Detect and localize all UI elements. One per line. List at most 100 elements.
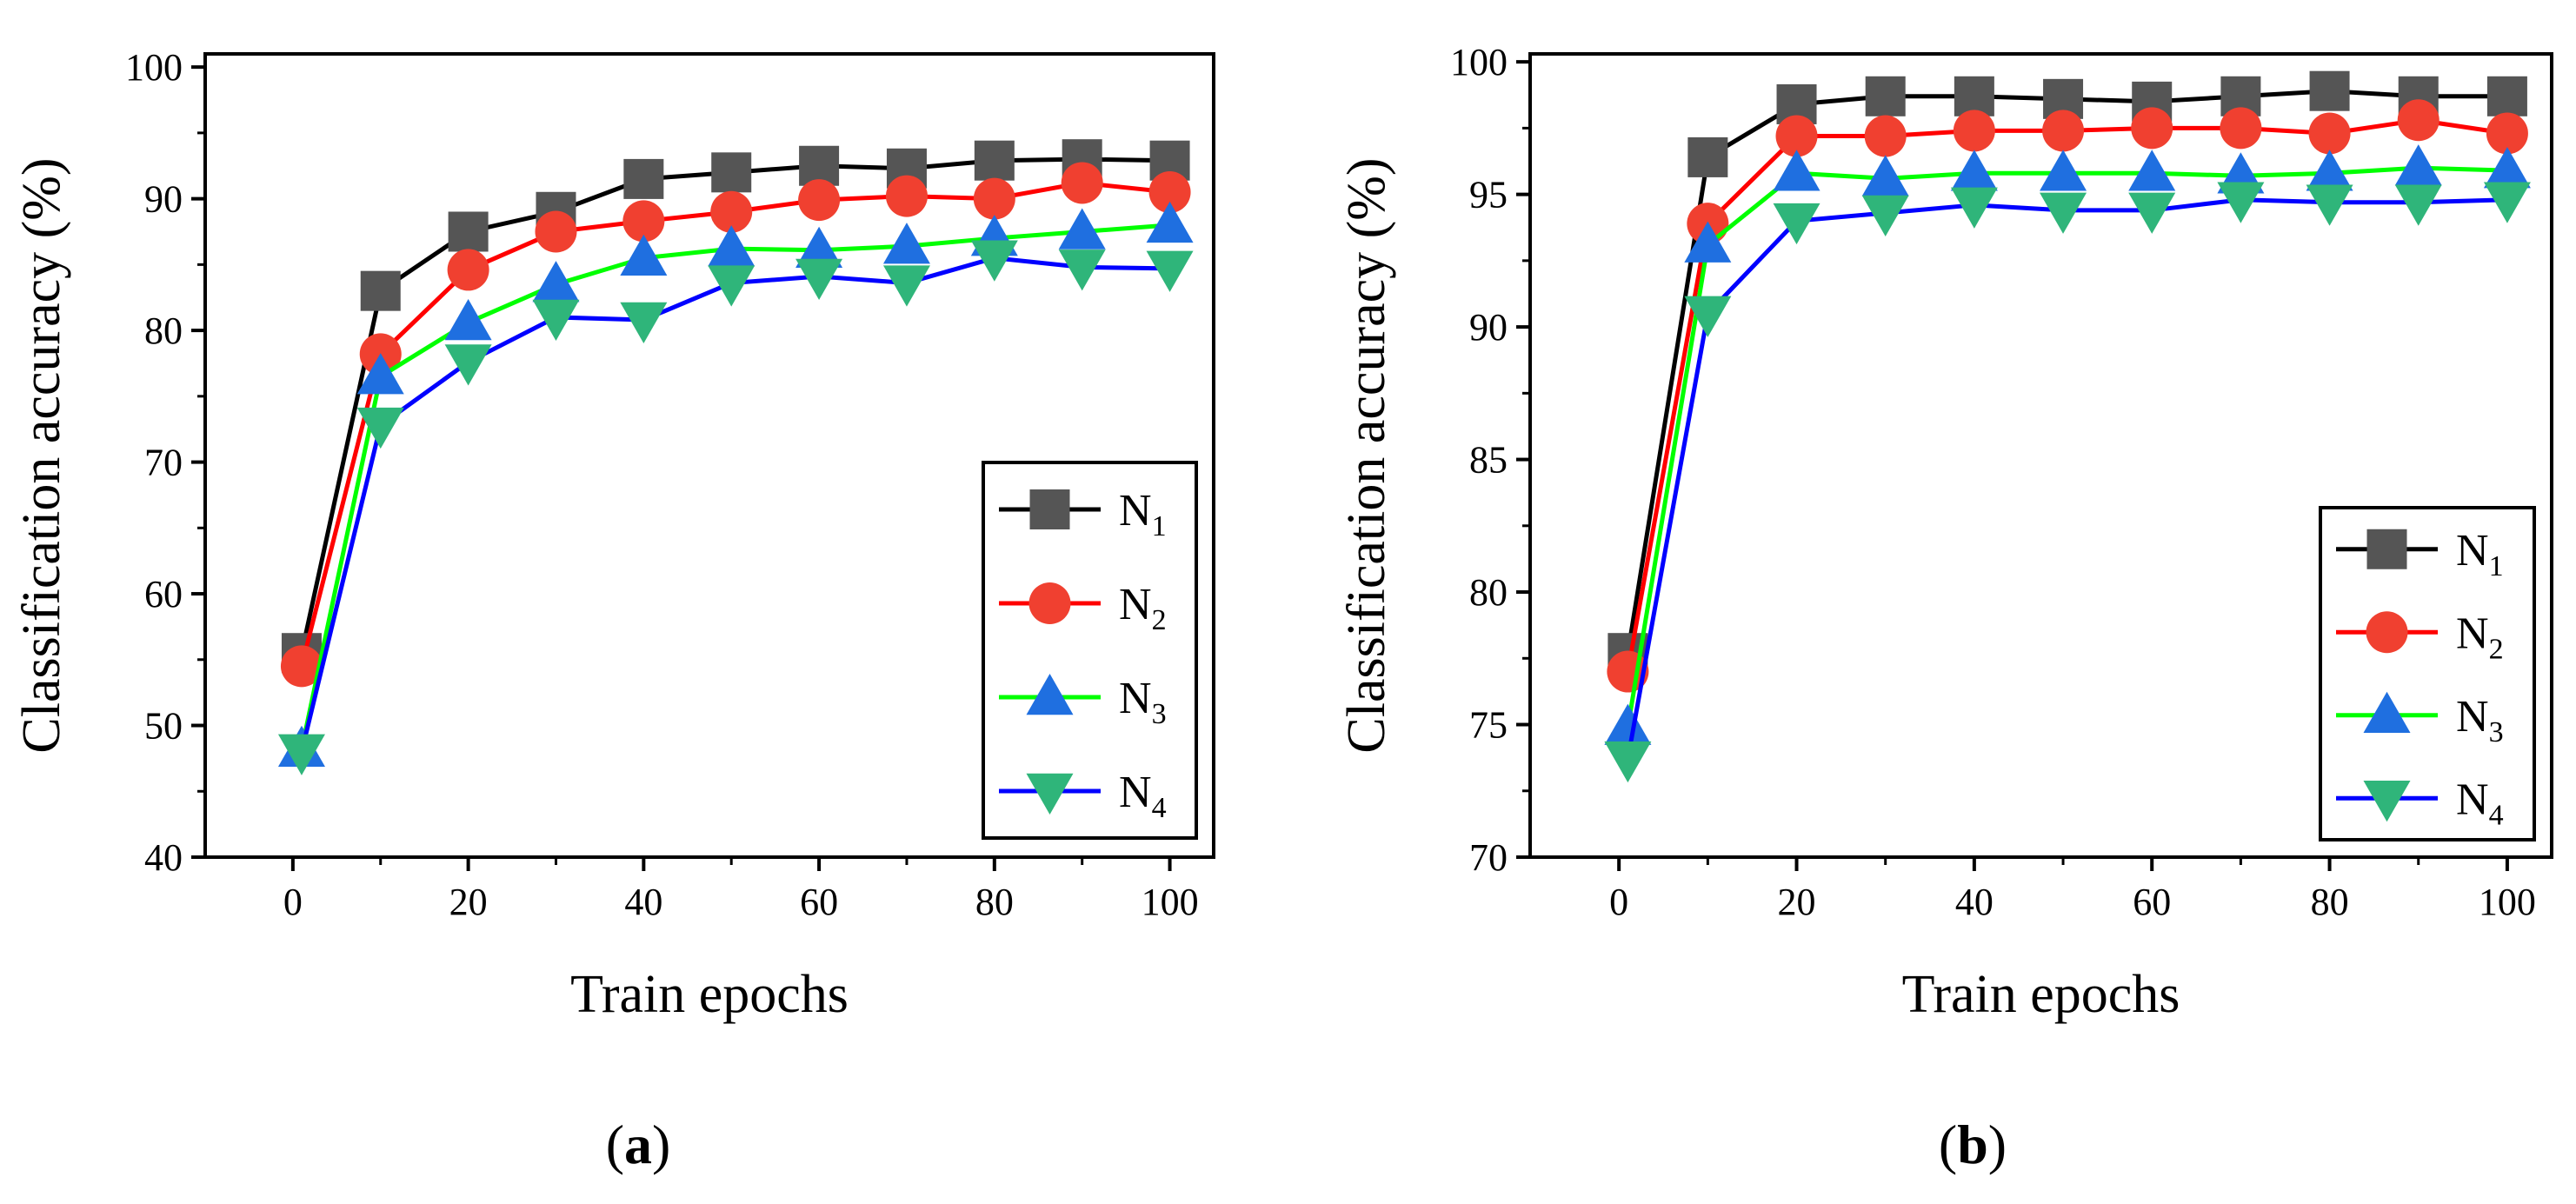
data-point-N4 bbox=[1773, 203, 1821, 245]
data-point-N1 bbox=[2486, 76, 2527, 116]
legend-subscript: 3 bbox=[2489, 716, 2504, 748]
x-tick-label: 100 bbox=[2479, 881, 2536, 923]
y-tick-label: 80 bbox=[1469, 571, 1508, 614]
data-point-N4 bbox=[708, 265, 755, 307]
chart-panel-b: 0 20 40 60 80 100 70 75 80 85 90 95 100 Train epochs C… bbox=[1337, 41, 2553, 1175]
y-tick-label: 70 bbox=[144, 442, 183, 484]
data-point-N4 bbox=[2217, 182, 2265, 223]
data-point-N3 bbox=[2483, 147, 2531, 189]
data-point-N1 bbox=[448, 211, 489, 252]
x-tick-label: 60 bbox=[2133, 881, 2171, 923]
data-point-N4 bbox=[1604, 741, 1652, 783]
y-tick-label: 50 bbox=[144, 705, 183, 748]
chart-panel-a: 0 20 40 60 80 100 40 50 60 70 80 90 100 Train epochs C… bbox=[12, 46, 1215, 1175]
x-tick-label: 0 bbox=[1609, 881, 1628, 923]
x-tick-label: 0 bbox=[283, 881, 303, 923]
data-point-N3 bbox=[708, 225, 755, 267]
data-point-N1 bbox=[799, 145, 840, 186]
legend-marker-N1 bbox=[1029, 489, 1070, 529]
data-point-N2 bbox=[885, 175, 928, 217]
x-tick-label: 80 bbox=[2311, 881, 2349, 923]
data-point-N1 bbox=[1954, 76, 1994, 116]
x-tick-label: 20 bbox=[1778, 881, 1816, 923]
legend-marker-N3 bbox=[1026, 674, 1074, 715]
data-point-N4 bbox=[2394, 184, 2442, 226]
data-point-N3 bbox=[356, 353, 404, 395]
data-point-N3 bbox=[1058, 208, 1106, 249]
data-point-N3 bbox=[2394, 144, 2442, 186]
y-tick-label: 95 bbox=[1469, 174, 1508, 216]
data-point-N4 bbox=[277, 734, 325, 775]
data-point-N4 bbox=[356, 407, 404, 449]
y-tick-label: 70 bbox=[1469, 836, 1508, 879]
x-tick-label: 60 bbox=[800, 881, 838, 923]
data-point-N3 bbox=[1146, 201, 1194, 243]
legend-subscript: 3 bbox=[1152, 698, 1167, 730]
data-point-N2 bbox=[1775, 115, 1818, 157]
data-point-N1 bbox=[360, 270, 401, 311]
legend-marker-N3 bbox=[2363, 691, 2411, 733]
y-tick-label: 60 bbox=[144, 573, 183, 615]
y-tick-label: 100 bbox=[125, 46, 183, 89]
data-point-N2 bbox=[2486, 112, 2528, 155]
legend-marker-N2 bbox=[2366, 611, 2408, 654]
data-point-N2 bbox=[2042, 110, 2085, 152]
data-point-N2 bbox=[710, 190, 753, 233]
y-axis-title: Classification accuracy (%) bbox=[1337, 157, 1396, 753]
data-point-N4 bbox=[2040, 192, 2087, 234]
legend-box bbox=[2319, 506, 2536, 841]
y-tick-label: 40 bbox=[144, 836, 183, 879]
x-tick-label: 20 bbox=[449, 881, 488, 923]
data-point-N3 bbox=[1861, 155, 1909, 196]
data-point-N1 bbox=[1865, 76, 1906, 116]
legend-subscript: 1 bbox=[2489, 550, 2504, 582]
data-point-N3 bbox=[2306, 150, 2353, 191]
data-point-N3 bbox=[620, 234, 668, 276]
data-point-N2 bbox=[280, 645, 323, 688]
data-point-N3 bbox=[444, 299, 492, 341]
data-point-N3 bbox=[1684, 221, 1732, 263]
data-point-N4 bbox=[2483, 182, 2531, 223]
data-point-N4 bbox=[620, 302, 668, 343]
legend-subscript: 4 bbox=[1152, 792, 1167, 824]
y-tick-label: 85 bbox=[1469, 439, 1508, 482]
data-point-N4 bbox=[1146, 250, 1194, 292]
data-point-N2 bbox=[447, 249, 489, 291]
data-point-N2 bbox=[2308, 112, 2351, 155]
data-point-N3 bbox=[1950, 150, 1998, 191]
data-point-N4 bbox=[1950, 187, 1998, 229]
data-point-N4 bbox=[795, 258, 843, 300]
data-point-N4 bbox=[532, 299, 580, 341]
data-point-N3 bbox=[532, 261, 580, 303]
legend-label-N2: N2 bbox=[2456, 609, 2504, 665]
y-tick-label: 75 bbox=[1469, 704, 1508, 747]
data-point-N4 bbox=[1861, 195, 1909, 236]
x-tick-label: 80 bbox=[975, 881, 1014, 923]
x-axis-title: Train epochs bbox=[570, 965, 849, 1024]
data-point-N2 bbox=[1148, 171, 1191, 214]
data-point-N2 bbox=[1953, 110, 1995, 152]
legend-marker-N4 bbox=[2363, 781, 2411, 822]
data-point-N3 bbox=[2040, 150, 2087, 191]
data-point-N2 bbox=[1864, 115, 1907, 157]
legend-subscript: 4 bbox=[2489, 799, 2504, 831]
data-point-N2 bbox=[622, 200, 665, 243]
data-point-N2 bbox=[2220, 107, 2262, 150]
data-point-N3 bbox=[1773, 150, 1821, 191]
data-point-N4 bbox=[1058, 249, 1106, 291]
data-point-N4 bbox=[970, 240, 1018, 282]
legend-subscript: 1 bbox=[1152, 510, 1167, 542]
data-point-N1 bbox=[974, 140, 1015, 181]
data-point-N4 bbox=[882, 265, 930, 307]
x-axis-title: Train epochs bbox=[1902, 965, 2180, 1024]
data-point-N4 bbox=[2306, 184, 2353, 226]
data-point-N2 bbox=[2397, 99, 2440, 142]
data-point-N1 bbox=[1687, 136, 1728, 177]
data-point-N3 bbox=[1604, 703, 1652, 745]
data-point-N3 bbox=[795, 226, 843, 268]
legend-box bbox=[982, 461, 1198, 840]
plot-frame bbox=[203, 52, 1215, 859]
y-tick-label: 90 bbox=[1469, 306, 1508, 349]
panel-label-b: (b) bbox=[1939, 1114, 2007, 1175]
